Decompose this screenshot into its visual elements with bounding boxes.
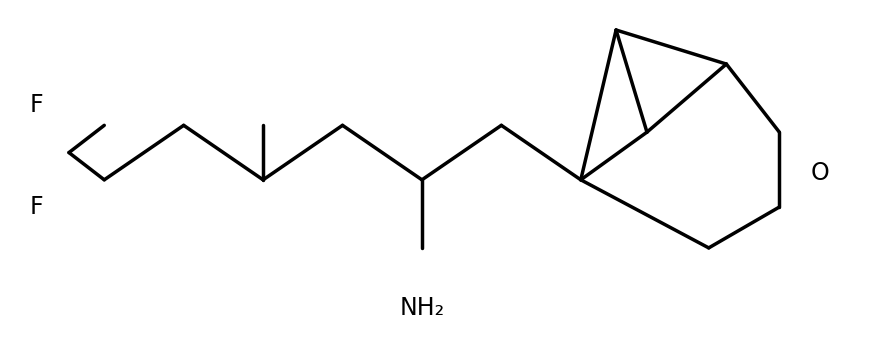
Text: O: O: [810, 161, 829, 185]
Text: F: F: [29, 195, 44, 219]
Text: NH₂: NH₂: [400, 295, 445, 320]
Text: F: F: [29, 93, 44, 117]
